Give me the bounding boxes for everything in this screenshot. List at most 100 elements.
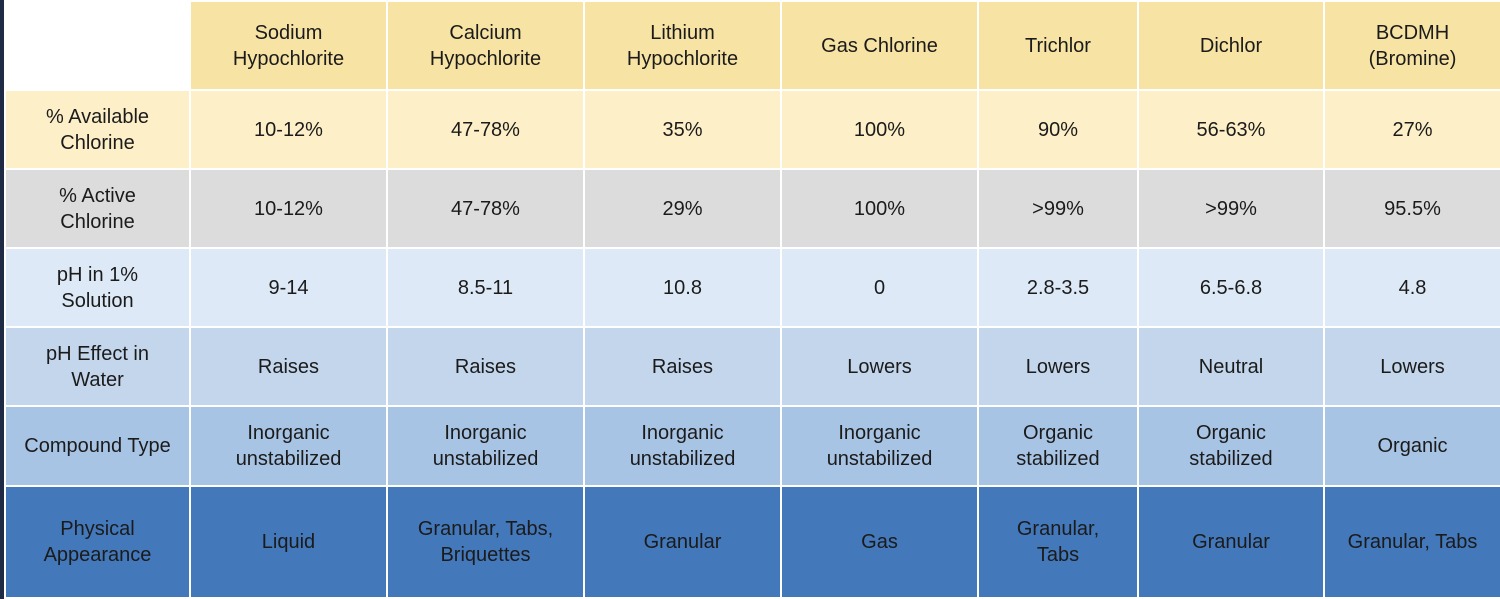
row-label: Compound Type xyxy=(4,405,191,487)
cell-line: 56-63% xyxy=(1196,118,1266,141)
cell-line: Tabs xyxy=(1036,544,1080,566)
table-cell: Inorganic unstabilized xyxy=(189,405,388,487)
cell-line: 47-78% xyxy=(451,118,520,141)
column-header-trichlor: Trichlor xyxy=(977,0,1139,91)
header-line: Trichlor xyxy=(1025,34,1091,57)
cell-line: Raises xyxy=(257,355,320,378)
table-cell: 2.8-3.5 xyxy=(977,247,1139,328)
header-line: BCDMH xyxy=(1375,21,1450,44)
row-label-line: Compound Type xyxy=(24,435,171,457)
table-cell: 100% xyxy=(780,168,979,249)
cell-line: Lowers xyxy=(847,355,912,378)
header-line: Hypochlorite xyxy=(626,47,739,70)
cell-line: 9-14 xyxy=(268,276,309,299)
column-header-bcdmh: BCDMH (Bromine) xyxy=(1323,0,1500,91)
row-label-line: Physical xyxy=(60,518,135,540)
cell-line: 10-12% xyxy=(254,197,323,220)
cell-line: Gas xyxy=(861,531,898,553)
row-physical-appearance: Physical Appearance Liquid Granular, Tab… xyxy=(4,485,1500,599)
table-cell: 35% xyxy=(583,89,782,170)
cell-line: Lowers xyxy=(1025,355,1091,378)
cell-line: 100% xyxy=(853,197,906,220)
row-label: pH in 1% Solution xyxy=(4,247,191,328)
cell-line: unstabilized xyxy=(629,448,736,470)
cell-line: Granular, xyxy=(1016,518,1100,540)
cell-line: Granular, Tabs xyxy=(1347,531,1478,553)
table-cell: 56-63% xyxy=(1137,89,1325,170)
row-label-line: Chlorine xyxy=(60,210,135,233)
cell-line: 27% xyxy=(1392,118,1433,141)
row-label-line: Appearance xyxy=(43,544,152,566)
cell-line: Raises xyxy=(454,355,517,378)
table-cell: 95.5% xyxy=(1323,168,1500,249)
header-row: Sodium Hypochlorite Calcium Hypochlorite… xyxy=(4,0,1500,91)
table-cell: Neutral xyxy=(1137,326,1325,407)
table-cell: 29% xyxy=(583,168,782,249)
row-label: % Active Chlorine xyxy=(4,168,191,249)
table-cell: >99% xyxy=(1137,168,1325,249)
table-cell: 10-12% xyxy=(189,168,388,249)
column-header-calcium-hypochlorite: Calcium Hypochlorite xyxy=(386,0,585,91)
header-line: (Bromine) xyxy=(1368,47,1457,70)
cell-line: Granular xyxy=(1192,531,1270,553)
table-cell: Granular, Tabs, Briquettes xyxy=(386,485,585,599)
corner-cell xyxy=(4,0,191,91)
row-ph-solution: pH in 1% Solution 9-14 8.5-11 10.8 0 2.8… xyxy=(4,247,1500,328)
cell-line: unstabilized xyxy=(432,448,539,470)
table-cell: 47-78% xyxy=(386,89,585,170)
table-cell: Inorganic unstabilized xyxy=(780,405,979,487)
cell-line: Lowers xyxy=(1380,355,1445,378)
cell-line: 90% xyxy=(1037,118,1079,141)
table-cell: 4.8 xyxy=(1323,247,1500,328)
chlorine-comparison-table: Sodium Hypochlorite Calcium Hypochlorite… xyxy=(4,0,1500,599)
header-line: Lithium xyxy=(650,21,715,44)
table-cell: Raises xyxy=(583,326,782,407)
table-cell: 0 xyxy=(780,247,979,328)
table-cell: Lowers xyxy=(780,326,979,407)
table-cell: Inorganic unstabilized xyxy=(583,405,782,487)
cell-line: 8.5-11 xyxy=(457,276,514,299)
cell-line: unstabilized xyxy=(235,448,342,470)
column-header-sodium-hypochlorite: Sodium Hypochlorite xyxy=(189,0,388,91)
row-label: pH Effect in Water xyxy=(4,326,191,407)
row-label-line: % Active xyxy=(59,184,136,207)
table-cell: 10-12% xyxy=(189,89,388,170)
cell-line: Organic xyxy=(1022,422,1094,444)
cell-line: stabilized xyxy=(1189,448,1273,470)
cell-line: 95.5% xyxy=(1384,197,1441,220)
cell-line: 10-12% xyxy=(254,118,323,141)
row-label-line: % Available xyxy=(45,105,150,128)
table-cell: Organic xyxy=(1323,405,1500,487)
column-header-dichlor: Dichlor xyxy=(1137,0,1325,91)
table-cell: 8.5-11 xyxy=(386,247,585,328)
cell-line: 2.8-3.5 xyxy=(1026,276,1090,299)
table-cell: Raises xyxy=(189,326,388,407)
cell-line: Granular, Tabs, xyxy=(417,518,554,540)
row-label-line: Water xyxy=(71,368,124,391)
table-cell: Liquid xyxy=(189,485,388,599)
cell-line: >99% xyxy=(1205,197,1257,220)
row-label-line: Chlorine xyxy=(60,131,135,154)
table-cell: Organic stabilized xyxy=(1137,405,1325,487)
cell-line: 100% xyxy=(853,118,906,141)
cell-line: >99% xyxy=(1032,197,1084,220)
cell-line: Neutral xyxy=(1198,355,1264,378)
cell-line: Inorganic xyxy=(641,422,724,444)
cell-line: Raises xyxy=(651,355,714,378)
header-line: Hypochlorite xyxy=(429,47,542,70)
cell-line: Inorganic xyxy=(247,422,330,444)
cell-line: stabilized xyxy=(1016,448,1100,470)
row-label: Physical Appearance xyxy=(4,485,191,599)
table-cell: Lowers xyxy=(1323,326,1500,407)
row-label: % Available Chlorine xyxy=(4,89,191,170)
table-cell: Granular xyxy=(1137,485,1325,599)
row-label-line: pH in 1% xyxy=(56,263,139,286)
row-ph-effect: pH Effect in Water Raises Raises Raises … xyxy=(4,326,1500,407)
table-cell: Lowers xyxy=(977,326,1139,407)
cell-line: 29% xyxy=(662,197,703,220)
table-cell: 90% xyxy=(977,89,1139,170)
table-cell: Organic stabilized xyxy=(977,405,1139,487)
table-cell: 100% xyxy=(780,89,979,170)
row-active-chlorine: % Active Chlorine 10-12% 47-78% 29% 100%… xyxy=(4,168,1500,249)
row-label-line: Solution xyxy=(61,289,134,312)
